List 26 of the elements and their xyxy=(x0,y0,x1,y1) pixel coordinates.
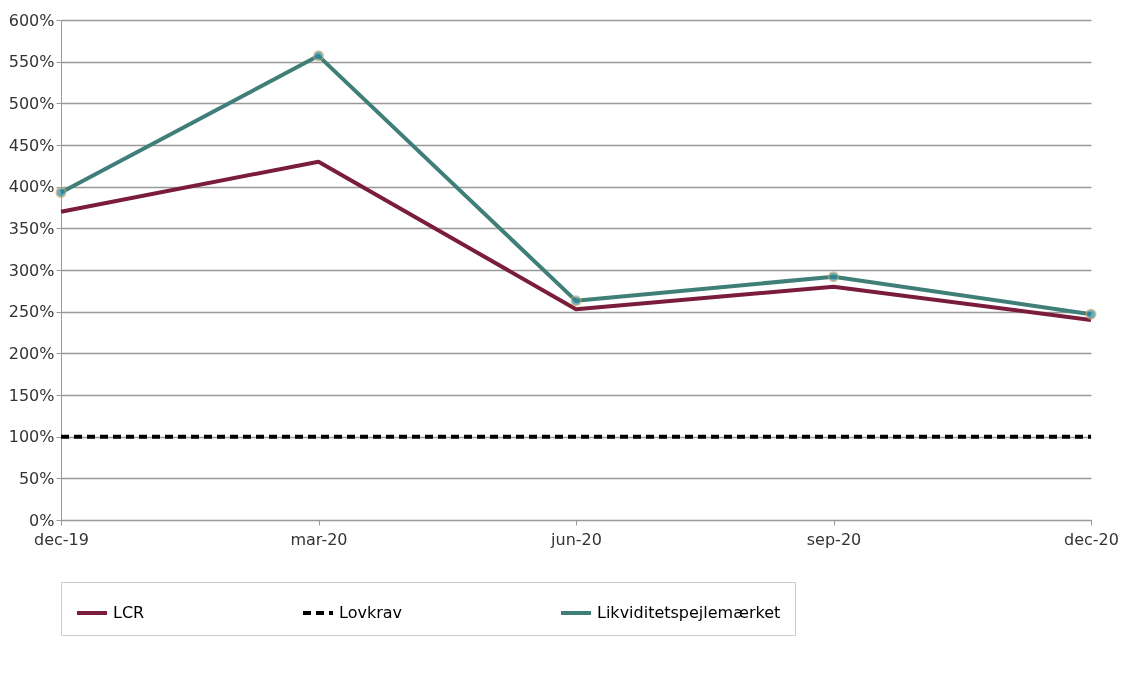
y-tick-label: 250% xyxy=(8,302,55,322)
y-tick-label: 600% xyxy=(8,10,55,30)
point xyxy=(1085,308,1097,320)
x-tick-label: mar-20 xyxy=(290,529,348,549)
x-tick-label: dec-20 xyxy=(1064,529,1119,549)
y-tick-label: 0% xyxy=(29,510,55,530)
x-tick-label: sep-20 xyxy=(806,529,862,549)
y-tick-label: 400% xyxy=(8,177,55,197)
y-tick-label: 550% xyxy=(8,52,55,72)
y-tick-label: 150% xyxy=(8,385,55,405)
x-tick-label: dec-19 xyxy=(34,529,89,549)
legend-label: Lovkrav xyxy=(339,603,403,622)
y-tick-label: 450% xyxy=(8,135,55,155)
point xyxy=(313,50,324,62)
y-tick-label: 300% xyxy=(8,260,55,280)
x-tick-label: jun-20 xyxy=(550,529,602,549)
point xyxy=(55,187,67,198)
y-tick-label: 50% xyxy=(18,468,55,488)
legend-label: LCR xyxy=(113,603,145,622)
y-tick-label: 500% xyxy=(8,93,55,113)
legend-label: Likviditetspejlemærket xyxy=(597,603,781,622)
point xyxy=(570,295,582,307)
y-tick-label: 350% xyxy=(8,218,55,238)
y-tick-label: 200% xyxy=(8,343,55,363)
point xyxy=(828,271,839,283)
y-tick-label: 100% xyxy=(8,427,55,447)
